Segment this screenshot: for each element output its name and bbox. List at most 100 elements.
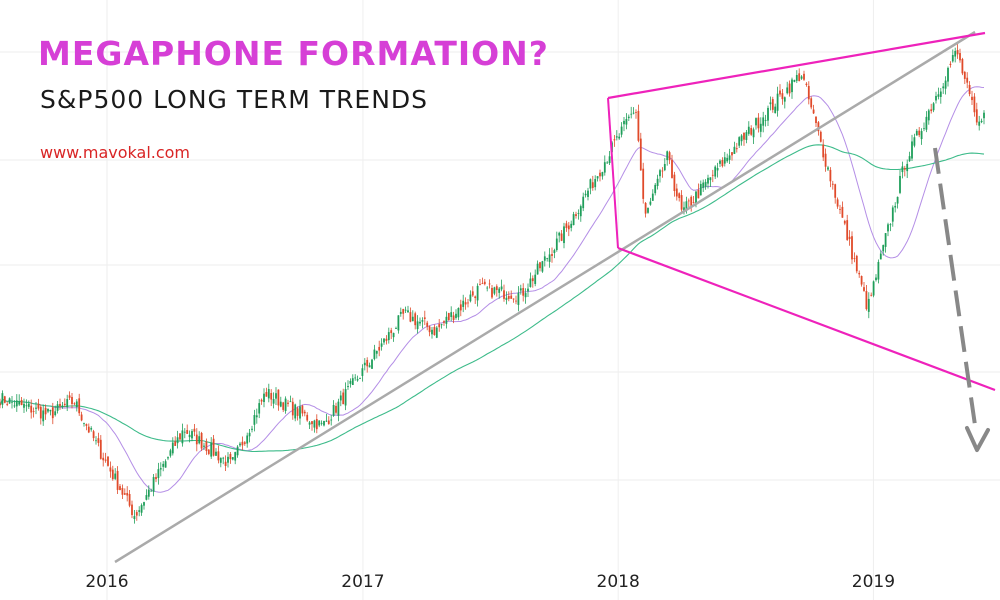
- candle: [176, 430, 179, 449]
- candle: [114, 468, 117, 481]
- candle: [128, 490, 131, 508]
- candle: [387, 327, 390, 344]
- candle: [721, 157, 724, 168]
- candle: [911, 134, 913, 162]
- candle: [510, 290, 513, 299]
- candle: [419, 317, 421, 326]
- candle: [428, 325, 431, 337]
- candle: [757, 113, 760, 133]
- candle: [169, 448, 172, 458]
- candle: [925, 111, 928, 133]
- candle: [483, 278, 486, 286]
- x-axis-ticks: 2016 2017 2018 2019: [85, 572, 895, 592]
- candle: [287, 399, 289, 407]
- candle: [234, 451, 237, 465]
- candle: [872, 280, 875, 298]
- candle: [385, 335, 388, 345]
- candle: [47, 408, 49, 414]
- candle: [887, 222, 889, 237]
- candle: [599, 169, 601, 182]
- candle: [959, 48, 961, 63]
- candle: [123, 488, 126, 496]
- candle: [253, 409, 256, 432]
- candle: [865, 285, 868, 311]
- candle: [311, 420, 313, 431]
- candle: [116, 466, 119, 495]
- candle: [942, 82, 945, 94]
- candle: [913, 133, 916, 148]
- candle: [222, 456, 225, 465]
- candle: [517, 286, 520, 312]
- x-tick-label: 2017: [341, 572, 384, 592]
- candle: [133, 510, 136, 524]
- candle: [267, 383, 270, 403]
- candle: [217, 445, 220, 464]
- candle: [11, 396, 13, 409]
- candle: [582, 192, 585, 212]
- candle: [915, 128, 918, 136]
- candle: [503, 284, 505, 302]
- candle: [815, 116, 817, 127]
- candle: [951, 49, 954, 63]
- candle: [738, 136, 741, 148]
- candle: [131, 500, 133, 519]
- candle: [150, 488, 153, 492]
- candle: [426, 320, 429, 331]
- candle: [920, 128, 923, 145]
- candle: [728, 148, 731, 165]
- candle: [342, 388, 345, 405]
- candle: [289, 395, 292, 403]
- candle: [323, 420, 325, 427]
- candle: [354, 374, 357, 381]
- candle: [954, 47, 957, 63]
- candle: [680, 190, 683, 212]
- candle: [107, 456, 109, 467]
- candle: [704, 179, 707, 190]
- candle: [85, 423, 88, 431]
- candle: [301, 404, 304, 417]
- candle: [620, 122, 623, 138]
- candle: [752, 127, 755, 145]
- candle: [543, 251, 546, 267]
- candle: [831, 180, 834, 190]
- candle: [726, 153, 729, 163]
- candle: [971, 90, 973, 106]
- candle: [531, 275, 534, 288]
- candle: [443, 320, 445, 326]
- candle: [39, 404, 42, 425]
- candle: [23, 398, 25, 414]
- long-term-trendline: [114, 30, 976, 564]
- candle: [659, 168, 661, 183]
- candle: [306, 412, 309, 422]
- candle: [239, 441, 241, 448]
- candle: [906, 159, 909, 179]
- candle: [296, 406, 299, 421]
- candle: [675, 183, 678, 201]
- candle: [356, 375, 359, 382]
- candle: [563, 222, 565, 249]
- candle: [894, 202, 897, 213]
- candle: [877, 259, 880, 284]
- candle: [467, 298, 469, 308]
- candle: [666, 150, 669, 166]
- candle: [462, 294, 465, 313]
- candle: [99, 435, 102, 460]
- candle: [486, 286, 489, 292]
- candle: [416, 315, 419, 334]
- candle: [769, 96, 772, 111]
- website-link[interactable]: www.mavokal.com: [40, 143, 191, 162]
- candle: [733, 141, 736, 154]
- candle: [896, 196, 899, 209]
- trend-lines: [114, 30, 996, 564]
- candle: [359, 377, 361, 380]
- candle: [875, 274, 877, 282]
- candle: [939, 88, 942, 104]
- candle: [392, 332, 395, 342]
- candle: [402, 308, 405, 320]
- candle: [179, 432, 181, 441]
- candle: [908, 151, 911, 162]
- candle: [13, 400, 16, 408]
- candle: [762, 111, 765, 133]
- candle: [949, 61, 952, 68]
- candle: [339, 390, 342, 407]
